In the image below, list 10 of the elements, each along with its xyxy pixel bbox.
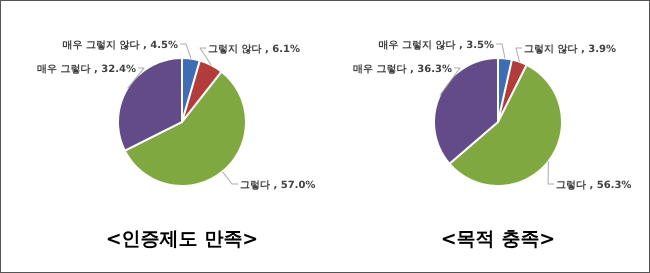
slice-label: 매우 그렇지 않다 , 3.5% (378, 40, 494, 51)
slice-label: 그렇지 않다 , 6.1% (208, 44, 300, 55)
slice-label: 매우 그렇다 , 36.3% (353, 64, 452, 75)
slice-label: 그렇다 , 57.0% (240, 180, 316, 191)
slice-label: 그렇지 않다 , 3.9% (524, 44, 616, 55)
slice-label: 매우 그렇다 , 32.4% (37, 64, 136, 75)
text: <인증제도 만족> (106, 228, 258, 250)
slice-label: 매우 그렇지 않다 , 4.5% (62, 40, 178, 51)
slice-label: 그렇다 , 56.3% (556, 180, 632, 191)
text: <목적 충족> (440, 228, 556, 250)
